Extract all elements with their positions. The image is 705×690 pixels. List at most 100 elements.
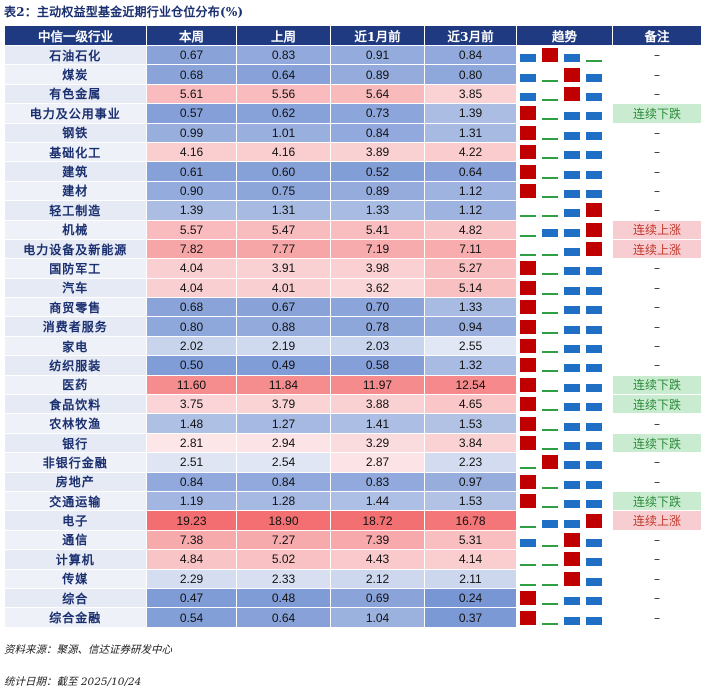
table-row: 农林牧渔 1.48 1.27 1.41 1.53 – [5, 414, 702, 433]
trend-bar-blue [586, 423, 602, 431]
trend-bar-red [520, 397, 536, 411]
3-months-ago-value: 4.14 [425, 550, 517, 569]
3-months-ago-value: 1.53 [425, 491, 517, 510]
last-week-value: 1.27 [237, 414, 331, 433]
trend-bar-blue [586, 151, 602, 159]
industry-name: 钢铁 [5, 123, 147, 142]
this-week-value: 0.61 [147, 162, 237, 181]
industry-name: 机械 [5, 220, 147, 239]
header-trend: 趋势 [517, 26, 613, 46]
trend-bar-green [542, 370, 558, 372]
industry-name: 房地产 [5, 472, 147, 491]
industry-name: 电力设备及新能源 [5, 239, 147, 258]
1-month-ago-value: 1.33 [331, 201, 425, 220]
trend-bar-red [520, 281, 536, 295]
1-month-ago-value: 1.41 [331, 414, 425, 433]
table-row: 医药 11.60 11.84 11.97 12.54 连续下跌 [5, 375, 702, 394]
trend-bar-blue [564, 151, 580, 159]
this-week-value: 5.61 [147, 84, 237, 103]
1-month-ago-value: 18.72 [331, 511, 425, 530]
industry-name: 电子 [5, 511, 147, 530]
trend-bar-blue [586, 617, 602, 625]
trend-cell [517, 433, 613, 452]
this-week-value: 2.81 [147, 433, 237, 452]
3-months-ago-value: 12.54 [425, 375, 517, 394]
header-3-months-ago: 近3月前 [425, 26, 517, 46]
trend-bar-red [564, 87, 580, 101]
trend-cell [517, 336, 613, 355]
trend-bar-blue [586, 597, 602, 605]
note-cell: – [613, 65, 702, 84]
industry-position-table: 中信一级行业 本周 上周 近1月前 近3月前 趋势 备注 石油石化 0.67 0.8… [4, 25, 702, 628]
this-week-value: 0.68 [147, 65, 237, 84]
trend-cell [517, 65, 613, 84]
trend-bar-red [586, 514, 602, 528]
trend-bar-blue [586, 558, 602, 566]
trend-bar-red [586, 223, 602, 237]
this-week-value: 2.02 [147, 336, 237, 355]
trend-cell [517, 356, 613, 375]
1-month-ago-value: 0.69 [331, 588, 425, 607]
1-month-ago-value: 3.98 [331, 259, 425, 278]
1-month-ago-value: 0.84 [331, 123, 425, 142]
this-week-value: 0.50 [147, 356, 237, 375]
this-week-value: 19.23 [147, 511, 237, 530]
3-months-ago-value: 2.11 [425, 569, 517, 588]
this-week-value: 2.51 [147, 453, 237, 472]
last-week-value: 3.79 [237, 395, 331, 414]
trend-bar-red [520, 165, 536, 179]
note-cell: – [613, 414, 702, 433]
trend-bar-red [520, 358, 536, 372]
industry-name: 有色金属 [5, 84, 147, 103]
trend-bar-blue [564, 461, 580, 469]
trend-bar-blue [586, 93, 602, 101]
1-month-ago-value: 4.43 [331, 550, 425, 569]
last-week-value: 1.28 [237, 491, 331, 510]
trend-cell [517, 201, 613, 220]
note-cell: – [613, 298, 702, 317]
note-cell: 连续上涨 [613, 239, 702, 258]
table-row: 有色金属 5.61 5.56 5.64 3.85 – [5, 84, 702, 103]
last-week-value: 0.62 [237, 104, 331, 123]
this-week-value: 0.84 [147, 472, 237, 491]
industry-name: 消费者服务 [5, 317, 147, 336]
trend-cell [517, 278, 613, 297]
this-week-value: 0.90 [147, 181, 237, 200]
table-row: 传媒 2.29 2.33 2.12 2.11 – [5, 569, 702, 588]
table-row: 汽车 4.04 4.01 3.62 5.14 – [5, 278, 702, 297]
industry-name: 基础化工 [5, 142, 147, 161]
trend-bar-blue [520, 54, 536, 62]
trend-bar-blue [564, 306, 580, 314]
trend-bar-red [520, 106, 536, 120]
note-cell: – [613, 201, 702, 220]
trend-bar-blue [564, 481, 580, 489]
industry-name: 电力及公用事业 [5, 104, 147, 123]
trend-bar-red [520, 126, 536, 140]
last-week-value: 0.88 [237, 317, 331, 336]
trend-cell [517, 84, 613, 103]
1-month-ago-value: 2.03 [331, 336, 425, 355]
trend-cell [517, 46, 613, 65]
trend-bar-green [542, 177, 558, 179]
industry-name: 汽车 [5, 278, 147, 297]
industry-name: 通信 [5, 530, 147, 549]
industry-name: 计算机 [5, 550, 147, 569]
source-note: 资料来源：聚源、信达证券研发中心 [4, 642, 172, 657]
trend-bar-green [542, 584, 558, 586]
trend-bar-blue [586, 306, 602, 314]
trend-bar-blue [586, 578, 602, 586]
trend-bar-blue [586, 267, 602, 275]
note-cell: – [613, 317, 702, 336]
1-month-ago-value: 1.44 [331, 491, 425, 510]
this-week-value: 0.99 [147, 123, 237, 142]
table-row: 银行 2.81 2.94 3.29 3.84 连续下跌 [5, 433, 702, 452]
trend-bar-blue [586, 132, 602, 140]
last-week-value: 0.67 [237, 298, 331, 317]
last-week-value: 0.49 [237, 356, 331, 375]
3-months-ago-value: 1.12 [425, 201, 517, 220]
industry-name: 食品饮料 [5, 395, 147, 414]
last-week-value: 2.54 [237, 453, 331, 472]
3-months-ago-value: 4.65 [425, 395, 517, 414]
3-months-ago-value: 4.22 [425, 142, 517, 161]
table-row: 钢铁 0.99 1.01 0.84 1.31 – [5, 123, 702, 142]
